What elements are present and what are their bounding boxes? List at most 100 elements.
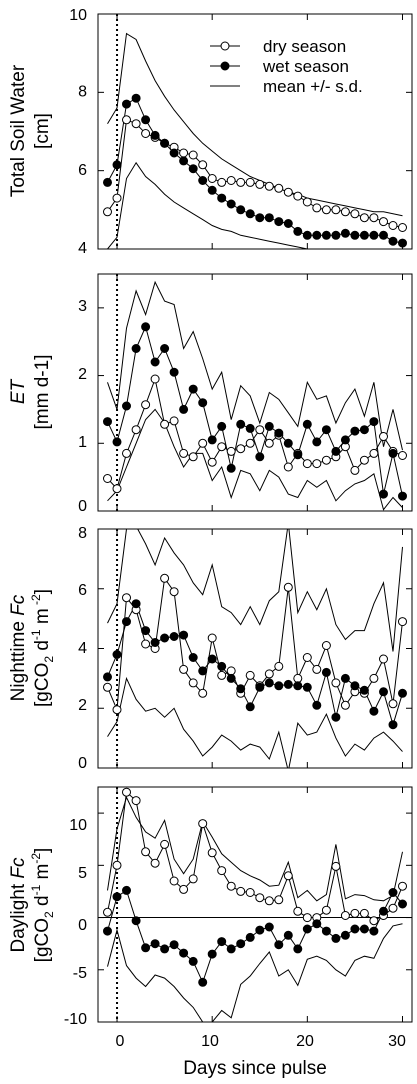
point-dry-season — [236, 444, 246, 454]
series-line-mean-s-d — [107, 676, 403, 768]
point-wet-season — [217, 421, 227, 431]
point-wet-season — [122, 99, 131, 109]
point-dry-season — [340, 700, 350, 710]
point-dry-season — [198, 160, 208, 170]
point-wet-season — [340, 228, 350, 238]
point-wet-season — [283, 930, 293, 940]
point-dry-season — [369, 673, 379, 683]
point-dry-season — [179, 448, 189, 458]
point-wet-season — [264, 421, 274, 431]
point-wet-season — [112, 437, 122, 447]
point-wet-season — [236, 939, 246, 949]
series-line-wet-season — [107, 602, 403, 727]
point-dry-season — [169, 876, 179, 886]
y-axis-label-line1: Daylight Fc — [8, 857, 29, 953]
point-wet-season — [198, 176, 208, 185]
point-wet-season — [379, 687, 388, 697]
point-wet-season — [188, 164, 198, 174]
point-dry-season — [169, 587, 179, 597]
point-dry-season — [350, 908, 360, 918]
point-dry-season — [388, 699, 398, 709]
point-dry-season — [331, 205, 341, 215]
point-dry-season — [255, 425, 265, 435]
point-dry-season — [321, 641, 331, 650]
soil-water-panel: 4 6 8 10 Total Soil Water [cm] dry seaso… — [8, 7, 413, 257]
point-dry-season — [302, 197, 312, 207]
point-dry-season — [122, 115, 131, 125]
point-wet-season — [255, 213, 265, 223]
point-wet-season — [379, 489, 388, 499]
point-dry-season — [141, 400, 151, 410]
point-dry-season — [379, 432, 388, 441]
y-tick-label: 5 — [78, 865, 87, 882]
y-axis-label-line1: ET — [8, 378, 29, 404]
point-wet-season — [150, 130, 160, 140]
y-axis-label-line1: Total Soil Water — [8, 64, 29, 197]
point-wet-season — [188, 956, 198, 966]
legend-dry-marker — [220, 41, 230, 51]
point-wet-season — [179, 948, 189, 958]
y-tick-label: 4 — [78, 240, 87, 257]
point-wet-season — [283, 438, 293, 448]
point-dry-season — [131, 796, 141, 806]
y-tick-label: 10 — [69, 817, 87, 834]
series-line-dry-season — [107, 791, 403, 922]
point-dry-season — [131, 119, 141, 129]
plot-frame — [97, 13, 413, 250]
point-dry-season — [302, 913, 312, 923]
point-wet-season — [150, 638, 160, 647]
plot-frame — [97, 528, 413, 769]
y-ticks: 0 2 4 6 8 — [78, 525, 87, 772]
point-dry-season — [340, 911, 350, 920]
point-wet-season — [169, 940, 179, 950]
point-dry-season — [312, 459, 322, 469]
y-axis-label: ET [mm d-1] — [8, 355, 53, 430]
point-dry-season — [264, 438, 274, 448]
point-dry-season — [198, 819, 208, 829]
series-line-mean-s-d — [107, 923, 403, 1022]
point-wet-season — [217, 937, 227, 947]
point-dry-season — [359, 213, 369, 223]
point-wet-season — [131, 93, 141, 103]
point-wet-season — [283, 219, 293, 228]
point-wet-season — [302, 230, 312, 240]
point-dry-season — [207, 457, 217, 467]
point-wet-season — [359, 685, 369, 695]
point-dry-season — [103, 474, 112, 483]
point-wet-season — [103, 417, 112, 427]
series-group — [103, 787, 407, 1022]
point-dry-season — [321, 905, 331, 915]
series-line-mean-s-d — [107, 280, 403, 451]
y-ticks: -10 -5 0 5 10 — [64, 817, 87, 1028]
point-dry-season — [264, 896, 274, 906]
point-wet-season — [293, 944, 303, 954]
point-dry-season — [321, 455, 331, 465]
point-wet-season — [312, 437, 322, 447]
point-wet-season — [312, 700, 322, 710]
point-wet-season — [264, 213, 274, 223]
plot-frame — [97, 786, 413, 1023]
y-tick-label: 0 — [78, 498, 87, 515]
point-dry-season — [103, 207, 112, 217]
point-wet-season — [179, 630, 189, 640]
point-dry-season — [217, 866, 227, 876]
point-dry-season — [179, 664, 189, 674]
point-wet-season — [388, 448, 398, 458]
point-dry-season — [283, 582, 293, 592]
point-wet-season — [264, 922, 274, 932]
point-wet-season — [293, 681, 303, 691]
point-wet-season — [198, 666, 208, 676]
point-wet-season — [283, 679, 293, 689]
point-wet-season — [217, 193, 227, 203]
point-wet-season — [226, 944, 236, 954]
point-wet-season — [369, 230, 379, 240]
point-wet-season — [321, 425, 331, 435]
point-wet-season — [160, 944, 170, 954]
point-wet-season — [207, 654, 217, 664]
y-ticks: 4 6 8 10 — [69, 7, 87, 257]
point-wet-season — [255, 452, 265, 462]
y-tick-label: 0 — [78, 917, 87, 934]
point-dry-season — [379, 654, 388, 664]
point-dry-season — [236, 886, 246, 896]
point-dry-season — [359, 455, 369, 465]
